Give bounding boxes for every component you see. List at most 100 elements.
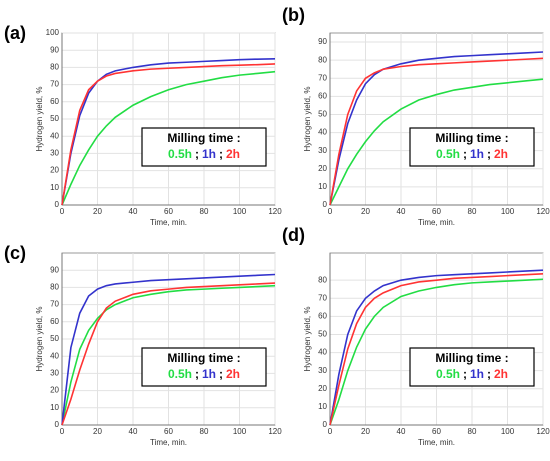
series-line (329, 273, 544, 426)
y-tick-label: 0 (55, 200, 60, 209)
y-tick-label: 80 (318, 275, 327, 284)
x-tick-label: 100 (501, 207, 515, 216)
legend-entry: 1h (202, 147, 216, 161)
series-line (329, 78, 544, 206)
x-tick-label: 20 (93, 427, 102, 436)
panel-label: (d) (282, 225, 305, 245)
y-tick-label: 0 (323, 420, 328, 429)
y-tick-label: 40 (318, 348, 327, 357)
legend-separator: ; (487, 147, 491, 161)
x-tick-label: 100 (233, 207, 247, 216)
x-tick-label: 60 (432, 427, 441, 436)
legend-entry: 1h (202, 367, 216, 381)
y-tick-label: 80 (318, 55, 327, 64)
legend-box (409, 347, 535, 387)
y-tick-label: 20 (318, 164, 327, 173)
x-tick-label: 120 (268, 207, 282, 216)
legend-box (409, 127, 535, 167)
series-line (329, 57, 544, 206)
y-tick-label: 20 (50, 386, 59, 395)
y-tick-label: 30 (50, 149, 59, 158)
x-axis-label: Time, min. (418, 218, 455, 227)
y-tick-label: 0 (323, 200, 328, 209)
legend-box (141, 347, 267, 387)
legend-entries: 0.5h; 1h; 2h (436, 367, 508, 381)
y-axis-label: Hydrogen yield, % (35, 307, 44, 372)
y-tick-label: 0 (55, 420, 60, 429)
y-tick-label: 100 (46, 28, 60, 37)
legend-entry: 2h (494, 367, 508, 381)
legend-separator: ; (195, 147, 199, 161)
x-tick-label: 20 (93, 207, 102, 216)
series-line (61, 58, 276, 206)
x-tick-label: 120 (536, 207, 550, 216)
x-tick-label: 120 (536, 427, 550, 436)
y-tick-label: 60 (318, 91, 327, 100)
x-axis-label: Time, min. (418, 438, 455, 447)
y-tick-label: 10 (318, 182, 327, 191)
y-tick-label: 60 (50, 97, 59, 106)
y-tick-label: 60 (50, 317, 59, 326)
y-tick-label: 40 (50, 131, 59, 140)
x-tick-label: 40 (129, 427, 138, 436)
legend-entry: 0.5h (168, 367, 192, 381)
y-tick-label: 40 (50, 351, 59, 360)
y-tick-label: 50 (50, 114, 59, 123)
x-tick-label: 20 (361, 427, 370, 436)
x-tick-label: 60 (164, 207, 173, 216)
x-tick-label: 60 (164, 427, 173, 436)
legend-entries: 0.5h; 1h; 2h (168, 147, 240, 161)
legend-title: Milling time : (435, 131, 508, 145)
legend-entry: 0.5h (436, 147, 460, 161)
x-tick-label: 80 (200, 207, 209, 216)
x-tick-label: 100 (501, 427, 515, 436)
x-axis-label: Time, min. (150, 438, 187, 447)
y-tick-label: 50 (318, 110, 327, 119)
panel-label: (a) (4, 23, 26, 43)
y-tick-label: 10 (50, 403, 59, 412)
legend-separator: ; (463, 367, 467, 381)
legend-separator: ; (195, 367, 199, 381)
y-axis-label: Hydrogen yield, % (35, 87, 44, 152)
legend-title: Milling time : (435, 351, 508, 365)
x-tick-label: 40 (397, 427, 406, 436)
series-line (329, 269, 544, 426)
x-tick-label: 0 (328, 427, 333, 436)
legend-entry: 0.5h (436, 367, 460, 381)
y-axis-label: Hydrogen yield, % (303, 307, 312, 372)
legend-separator: ; (463, 147, 467, 161)
y-tick-label: 20 (50, 166, 59, 175)
y-tick-label: 20 (318, 384, 327, 393)
y-tick-label: 50 (318, 330, 327, 339)
series-line (329, 278, 544, 426)
legend-entry: 1h (470, 367, 484, 381)
series-line (329, 51, 544, 206)
legend-entry: 2h (226, 147, 240, 161)
legend-entry: 1h (470, 147, 484, 161)
series-line (61, 273, 276, 426)
x-tick-label: 0 (60, 207, 65, 216)
legend-entry: 2h (494, 147, 508, 161)
legend-entries: 0.5h; 1h; 2h (436, 147, 508, 161)
series-line (61, 63, 276, 206)
legend-entry: 0.5h (168, 147, 192, 161)
legend-separator: ; (487, 367, 491, 381)
legend-entries: 0.5h; 1h; 2h (168, 367, 240, 381)
x-tick-label: 0 (328, 207, 333, 216)
x-tick-label: 60 (432, 207, 441, 216)
y-tick-label: 90 (50, 265, 59, 274)
y-tick-label: 30 (318, 146, 327, 155)
legend-entry: 2h (226, 367, 240, 381)
panel-label: (c) (4, 243, 26, 263)
series-line (61, 70, 276, 206)
legend-title: Milling time : (167, 351, 240, 365)
y-tick-label: 50 (50, 334, 59, 343)
y-tick-label: 80 (50, 283, 59, 292)
x-tick-label: 120 (268, 427, 282, 436)
series-line (61, 284, 276, 426)
x-tick-label: 100 (233, 427, 247, 436)
y-tick-label: 30 (50, 369, 59, 378)
panel-label: (b) (282, 5, 305, 25)
x-tick-label: 40 (397, 207, 406, 216)
